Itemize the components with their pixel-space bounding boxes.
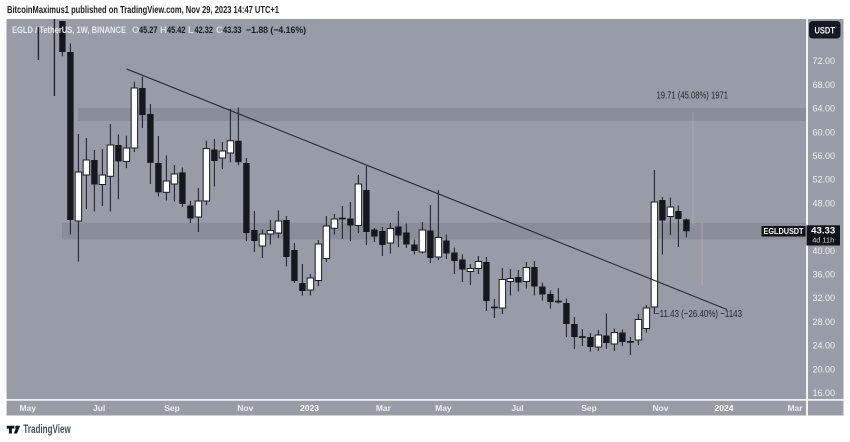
svg-text:24.00: 24.00 <box>813 341 836 351</box>
svg-text:Sep: Sep <box>581 403 597 413</box>
svg-text:68.00: 68.00 <box>813 80 836 90</box>
svg-text:Mar: Mar <box>787 403 803 413</box>
svg-text:2023: 2023 <box>300 403 319 413</box>
svg-text:28.00: 28.00 <box>813 317 836 327</box>
svg-text:60.00: 60.00 <box>813 127 836 137</box>
svg-text:Nov: Nov <box>652 403 668 413</box>
svg-text:40.00: 40.00 <box>813 246 836 256</box>
svg-text:36.00: 36.00 <box>813 270 836 280</box>
svg-text:Nov: Nov <box>237 403 253 413</box>
svg-text:EGLDUSDT: EGLDUSDT <box>764 226 805 236</box>
svg-text:Jul: Jul <box>93 403 105 413</box>
svg-text:BitcoinMaximus1 published on T: BitcoinMaximus1 published on TradingView… <box>7 5 279 16</box>
svg-text:−11.43 (−26.40%) −1143: −11.43 (−26.40%) −1143 <box>655 308 742 320</box>
svg-text:16.00: 16.00 <box>813 388 836 398</box>
svg-text:May: May <box>435 403 452 413</box>
svg-text:Sep: Sep <box>164 403 180 413</box>
svg-text:56.00: 56.00 <box>813 151 836 161</box>
svg-text:TradingView: TradingView <box>23 424 71 436</box>
svg-text:72.00: 72.00 <box>813 56 836 66</box>
svg-text:2024: 2024 <box>715 403 734 413</box>
svg-text:4d 11h: 4d 11h <box>812 236 834 245</box>
svg-text:52.00: 52.00 <box>813 175 836 185</box>
svg-text:May: May <box>20 403 37 413</box>
svg-text:48.00: 48.00 <box>813 198 836 208</box>
svg-text:USDT: USDT <box>814 26 835 36</box>
svg-text:32.00: 32.00 <box>813 293 836 303</box>
svg-text:Jul: Jul <box>511 403 523 413</box>
svg-text:19.71 (45.08%) 1971: 19.71 (45.08%) 1971 <box>657 91 729 102</box>
svg-text:Mar: Mar <box>376 403 392 413</box>
svg-text:20.00: 20.00 <box>813 364 836 374</box>
svg-text:64.00: 64.00 <box>813 104 836 114</box>
svg-text:43.33: 43.33 <box>811 226 835 236</box>
